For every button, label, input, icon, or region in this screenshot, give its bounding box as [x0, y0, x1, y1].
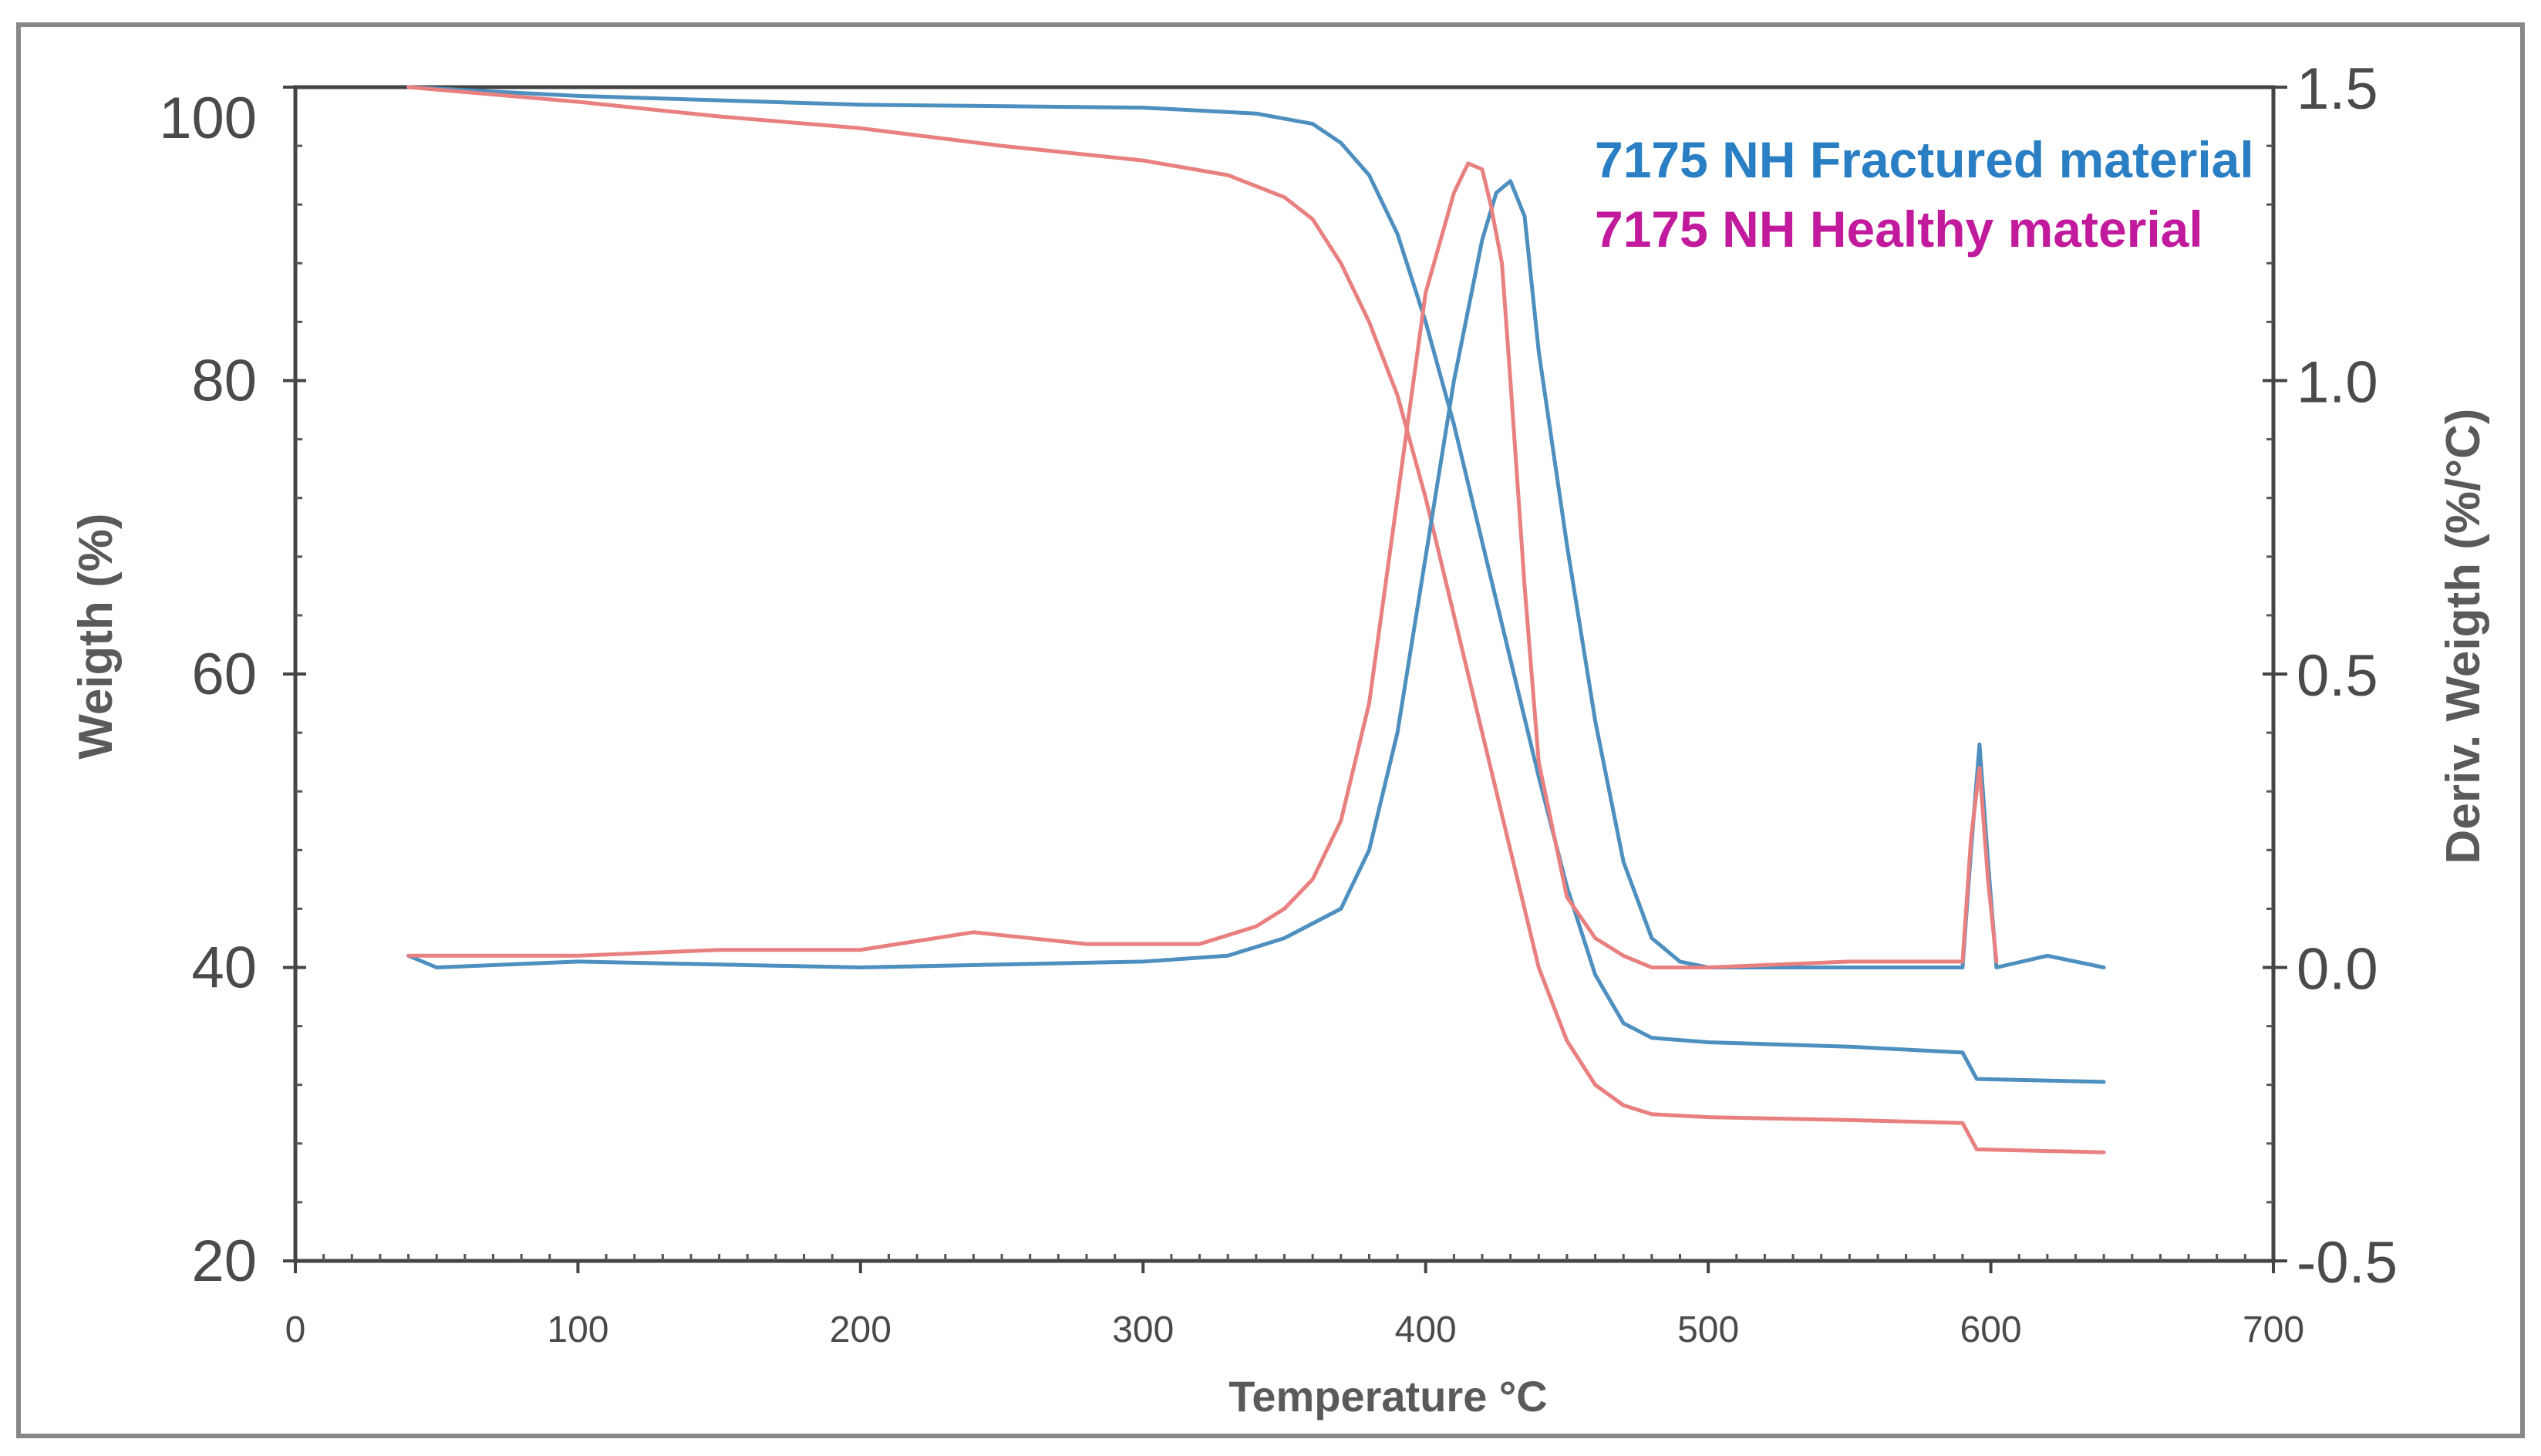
x-tick-label: 500 — [1677, 1309, 1739, 1350]
y-left-tick-label: 40 — [191, 935, 257, 1001]
y-right-tick-label: -0.5 — [2297, 1230, 2398, 1296]
x-tick-label: 100 — [547, 1309, 608, 1350]
y-right-tick-label: 0.5 — [2297, 643, 2378, 709]
axis-ticks — [283, 86, 2287, 1273]
x-axis-title: Temperature °C — [1228, 1372, 1547, 1421]
x-tick-label: 700 — [2243, 1309, 2304, 1350]
y-right-tick-label: 1.0 — [2297, 350, 2378, 416]
series-line-fractured-left — [406, 85, 2106, 1084]
legend: 7175 NH Fractured material 7175 NH Healt… — [1595, 131, 2254, 258]
tick-labels: 0 100 200 300 400 500 600 700 20 40 60 80 100 -0.5 0.0… — [159, 56, 2398, 1350]
figure-frame — [16, 22, 2525, 1438]
x-tick-label: 0 — [285, 1309, 306, 1350]
legend-item-fractured: 7175 NH Fractured material — [1595, 131, 2254, 188]
x-tick-label: 600 — [1960, 1309, 2022, 1350]
y-axis-left-title: Weigth (%) — [69, 513, 123, 759]
legend-item-healthy: 7175 NH Healthy material — [1595, 201, 2203, 258]
series-line-healthy-right — [406, 161, 1999, 969]
y-left-tick-label: 100 — [159, 86, 257, 151]
series-line-healthy-left — [406, 85, 2106, 1154]
y-right-tick-label: 1.5 — [2297, 56, 2378, 122]
x-tick-label: 200 — [830, 1309, 891, 1350]
y-left-tick-label: 80 — [191, 349, 257, 414]
y-axis-right-title: Deriv. Weigth (%/°C) — [2437, 409, 2490, 865]
y-right-tick-label: 0.0 — [2297, 937, 2378, 1003]
x-tick-label: 300 — [1112, 1309, 1174, 1350]
x-tick-label: 400 — [1395, 1309, 1457, 1350]
y-left-tick-label: 60 — [191, 642, 257, 707]
y-left-tick-label: 20 — [191, 1228, 257, 1294]
data-curves — [406, 85, 2106, 1154]
